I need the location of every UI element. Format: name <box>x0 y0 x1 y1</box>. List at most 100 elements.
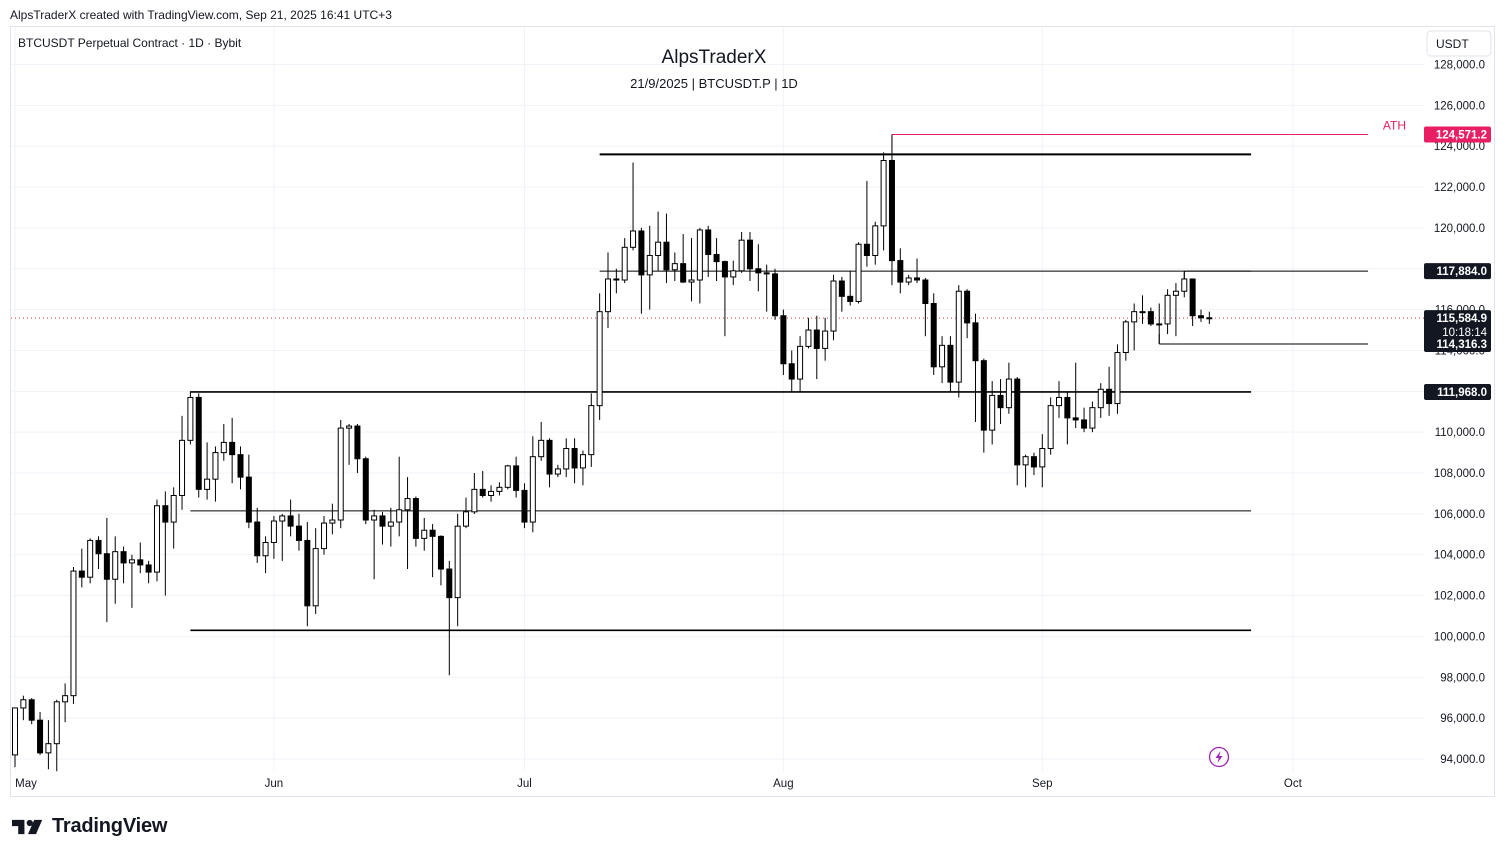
candle[interactable] <box>37 712 44 755</box>
candle[interactable] <box>939 336 946 384</box>
candle[interactable] <box>888 134 895 286</box>
candle[interactable] <box>321 515 328 555</box>
candle[interactable] <box>45 720 52 770</box>
candle[interactable] <box>170 487 177 549</box>
candle[interactable] <box>220 424 227 461</box>
candle[interactable] <box>262 536 269 574</box>
candle[interactable] <box>1089 401 1096 433</box>
candle[interactable] <box>830 274 837 341</box>
candle[interactable] <box>1206 311 1213 324</box>
candle[interactable] <box>1005 362 1012 414</box>
currency-button[interactable]: USDT <box>1426 30 1492 57</box>
candle[interactable] <box>872 221 879 265</box>
candle[interactable] <box>479 470 486 498</box>
candle[interactable] <box>53 699 60 772</box>
candle[interactable] <box>270 515 277 559</box>
candle[interactable] <box>797 336 804 393</box>
candle[interactable] <box>1106 366 1113 416</box>
candle[interactable] <box>304 522 311 627</box>
candle[interactable] <box>237 446 244 490</box>
candle[interactable] <box>329 503 336 535</box>
candle[interactable] <box>371 509 378 580</box>
candle[interactable] <box>755 244 762 292</box>
candle[interactable] <box>463 497 470 529</box>
candle[interactable] <box>396 456 403 537</box>
candle[interactable] <box>554 464 561 478</box>
candle[interactable] <box>137 542 144 574</box>
candle[interactable] <box>454 513 461 627</box>
candle[interactable] <box>337 419 344 529</box>
candle[interactable] <box>1147 307 1154 326</box>
candle[interactable] <box>513 456 520 498</box>
candle[interactable] <box>1022 454 1029 488</box>
candle[interactable] <box>822 317 829 361</box>
candle[interactable] <box>354 424 361 474</box>
candle[interactable] <box>245 454 252 529</box>
candle[interactable] <box>630 162 637 251</box>
candle[interactable] <box>346 424 353 465</box>
candle[interactable] <box>229 417 236 484</box>
candle[interactable] <box>563 438 570 478</box>
lightning-icon[interactable] <box>1208 746 1230 768</box>
candle[interactable] <box>145 560 152 584</box>
candle[interactable] <box>103 517 110 623</box>
candle[interactable] <box>855 242 862 304</box>
candle[interactable] <box>663 213 670 284</box>
candle[interactable] <box>788 350 795 392</box>
candle[interactable] <box>87 538 94 584</box>
candle[interactable] <box>579 450 586 486</box>
candle[interactable] <box>421 517 428 551</box>
candle[interactable] <box>780 309 787 375</box>
candle[interactable] <box>153 499 160 582</box>
candle[interactable] <box>254 507 261 563</box>
candle[interactable] <box>1014 377 1021 486</box>
candle[interactable] <box>538 421 545 461</box>
candle[interactable] <box>1189 278 1196 326</box>
candle[interactable] <box>195 393 202 498</box>
candle[interactable] <box>471 473 478 514</box>
candle[interactable] <box>613 268 620 294</box>
candle[interactable] <box>1156 303 1163 345</box>
candle[interactable] <box>989 381 996 445</box>
candle[interactable] <box>863 180 870 267</box>
candle[interactable] <box>671 252 678 282</box>
candle[interactable] <box>805 317 812 349</box>
candle[interactable] <box>1197 309 1204 322</box>
candle[interactable] <box>655 211 662 271</box>
candle[interactable] <box>696 227 703 304</box>
candle[interactable] <box>62 683 69 723</box>
candle[interactable] <box>1039 434 1046 488</box>
candle[interactable] <box>604 252 611 329</box>
candle[interactable] <box>1047 397 1054 455</box>
candle[interactable] <box>713 238 720 282</box>
candle[interactable] <box>688 238 695 302</box>
candle[interactable] <box>162 491 169 596</box>
tradingview-logo[interactable]: TradingView <box>12 815 167 838</box>
candle[interactable] <box>312 528 319 614</box>
candle[interactable] <box>379 511 386 545</box>
candle[interactable] <box>387 507 394 547</box>
candle[interactable] <box>897 248 904 294</box>
candle[interactable] <box>28 698 35 725</box>
candle[interactable] <box>763 264 770 312</box>
candle[interactable] <box>638 227 645 314</box>
candle[interactable] <box>362 456 369 525</box>
candle[interactable] <box>746 231 753 282</box>
candle[interactable] <box>1064 391 1071 445</box>
candle[interactable] <box>279 513 286 561</box>
candle[interactable] <box>738 231 745 273</box>
candle[interactable] <box>905 274 912 286</box>
candle[interactable] <box>680 234 687 284</box>
candle[interactable] <box>429 524 436 578</box>
candle[interactable] <box>571 438 578 484</box>
candle[interactable] <box>646 225 653 310</box>
candle[interactable] <box>546 438 553 488</box>
candle[interactable] <box>521 483 528 529</box>
candle[interactable] <box>20 695 27 721</box>
candle[interactable] <box>1114 344 1121 414</box>
candle[interactable] <box>204 442 211 500</box>
candle[interactable] <box>972 313 979 422</box>
candle[interactable] <box>964 289 971 339</box>
candle[interactable] <box>1181 271 1188 298</box>
candle[interactable] <box>1122 319 1129 361</box>
